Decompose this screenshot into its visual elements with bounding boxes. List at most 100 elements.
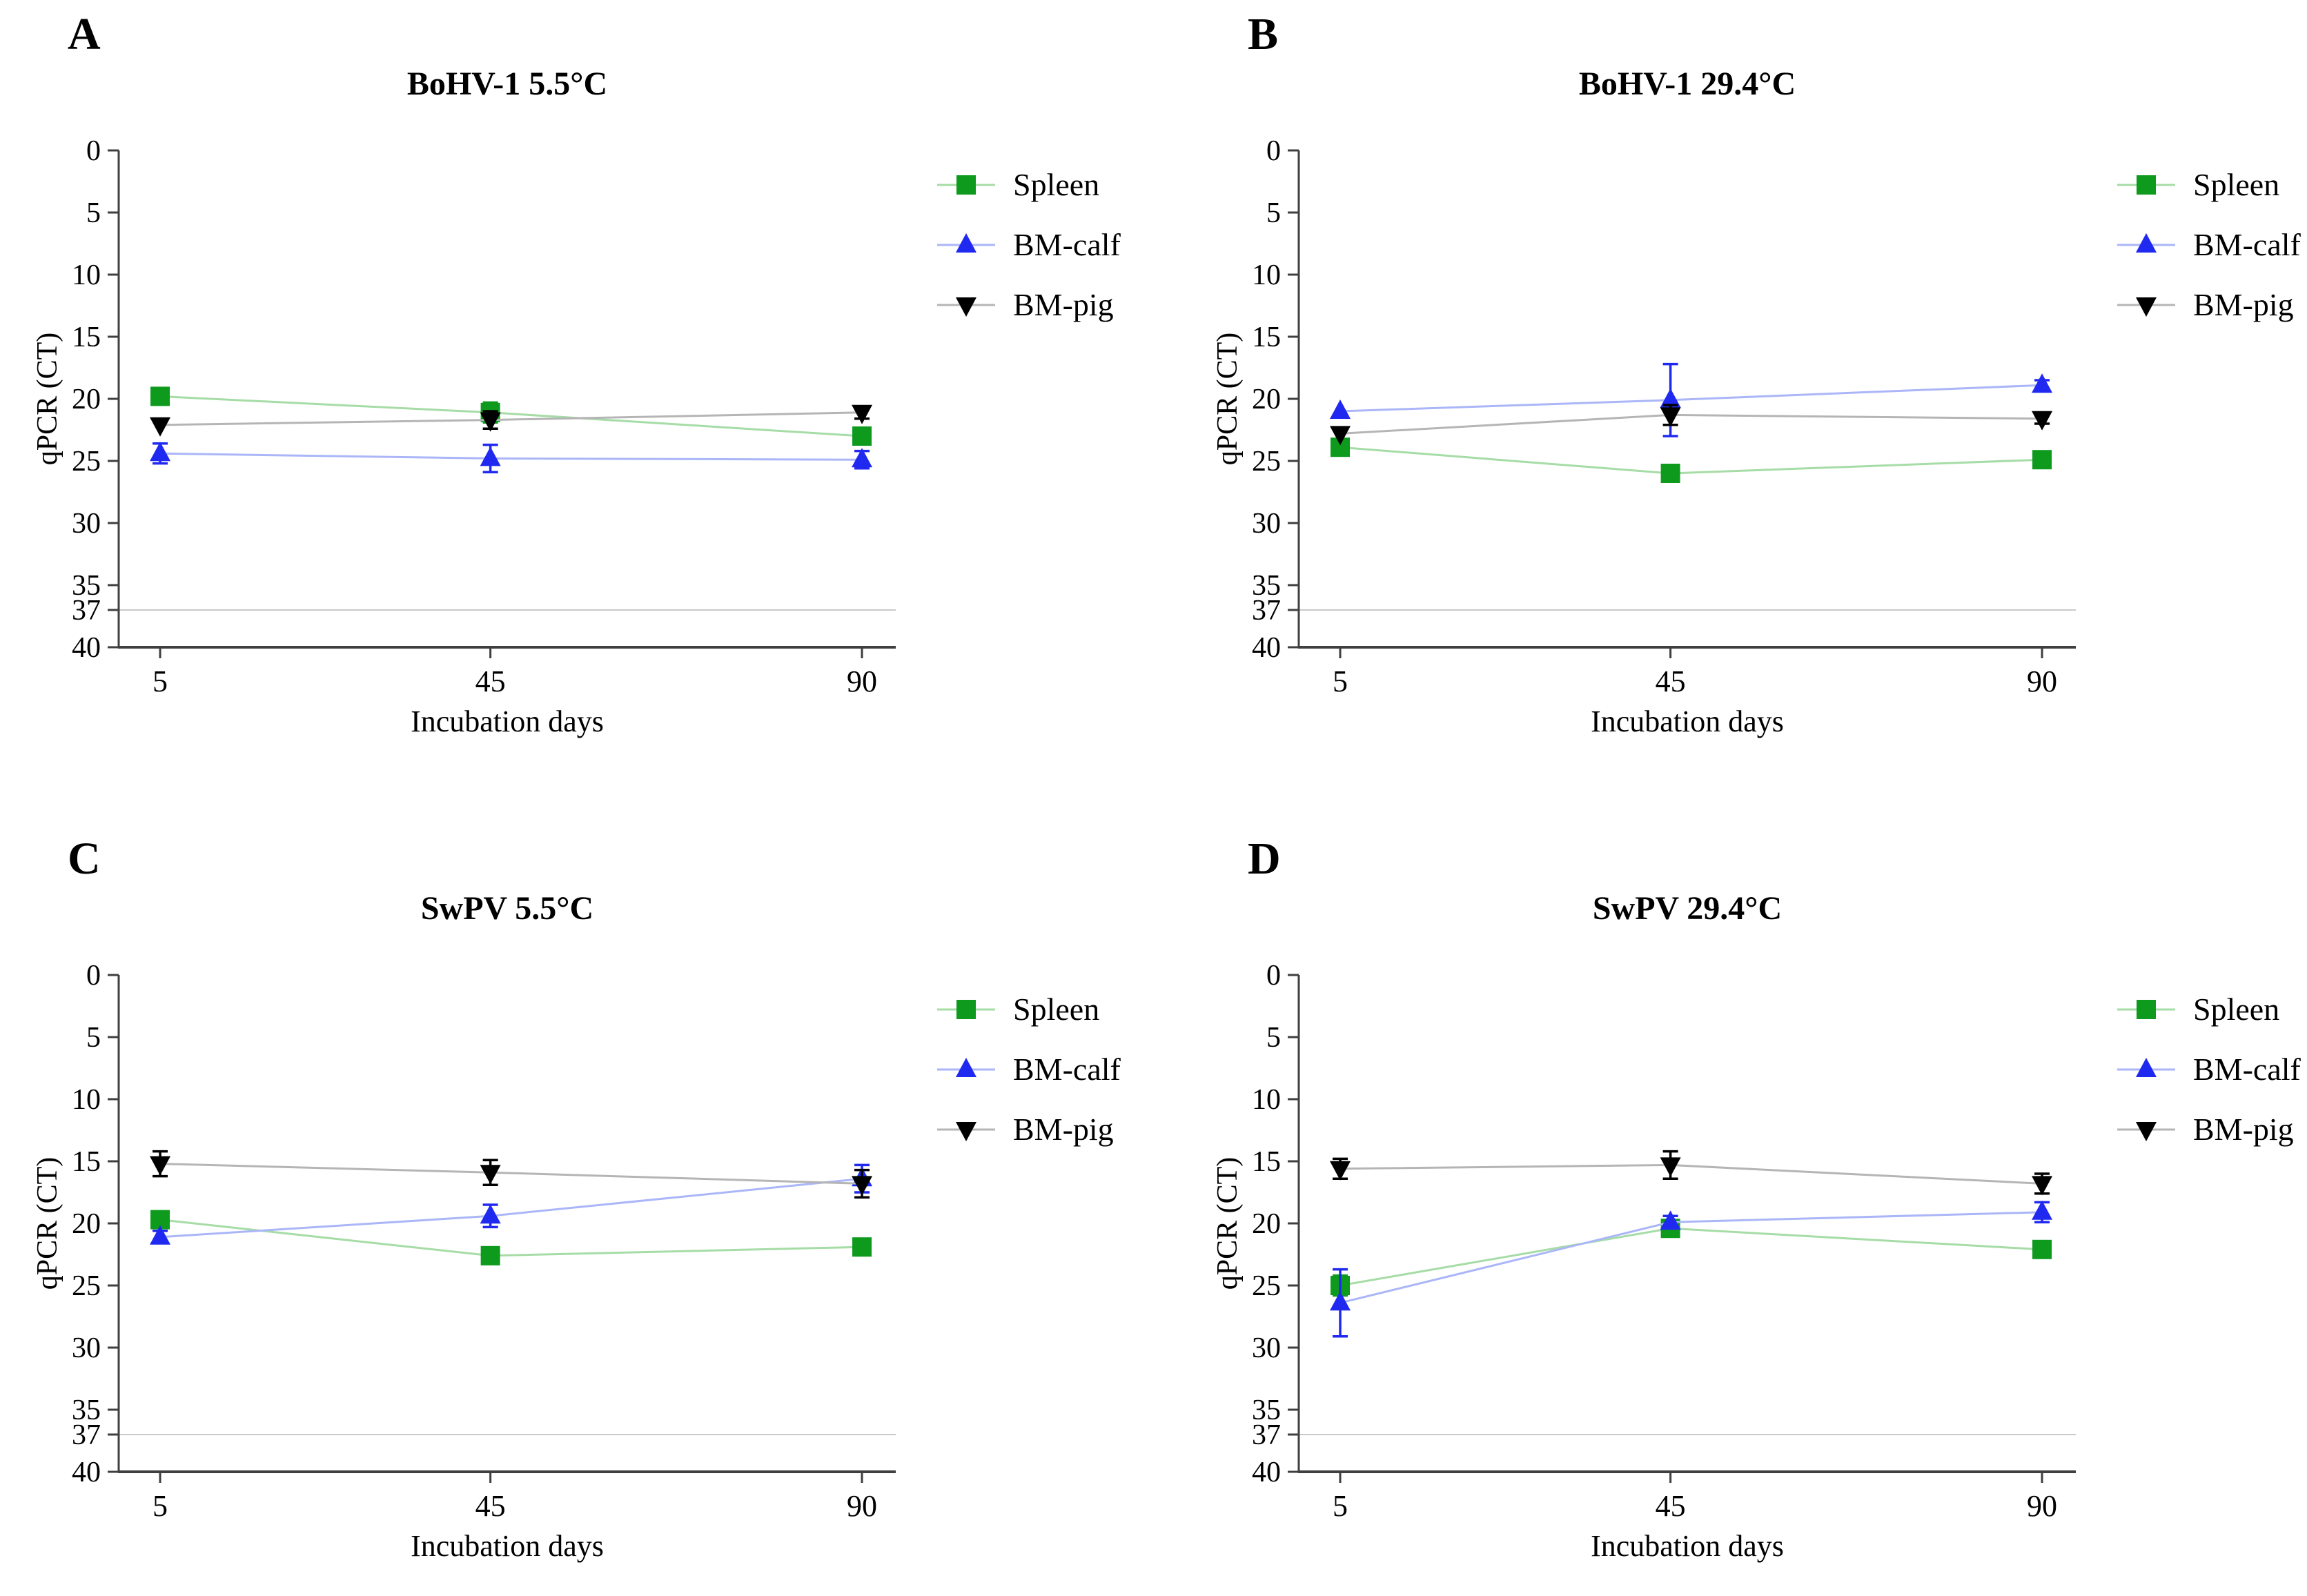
x-tick-label: 5 <box>153 1489 168 1523</box>
x-tick-label: 90 <box>847 664 877 698</box>
x-tick-label: 45 <box>475 1489 506 1523</box>
y-tick-label: 10 <box>1252 1084 1281 1116</box>
square-icon <box>2137 1000 2156 1019</box>
legend-label: BM-pig <box>1013 287 1114 322</box>
y-axis-label: qPCR (CT) <box>32 1157 63 1290</box>
y-axis-label: qPCR (CT) <box>1212 333 1244 466</box>
triangle-up-marker <box>1660 388 1681 408</box>
triangle-down-marker <box>2032 411 2053 431</box>
panel-letter-c: C <box>68 834 101 884</box>
y-tick-label: 20 <box>72 1208 101 1240</box>
triangle-down-marker <box>852 404 873 424</box>
triangle-up-marker <box>1330 400 1351 419</box>
triangle-down-marker <box>480 1165 501 1185</box>
legend-label: BM-calf <box>1013 227 1121 262</box>
y-tick-label: 25 <box>72 446 101 477</box>
triangle-up-marker <box>150 1225 171 1245</box>
legend-item-bm-pig: BM-pig <box>937 287 1114 322</box>
series-line <box>160 452 863 461</box>
y-tick-label: 25 <box>72 1270 101 1302</box>
x-tick-label: 5 <box>1333 664 1348 698</box>
series-line <box>159 1177 863 1239</box>
legend-item-bm-pig: BM-pig <box>2117 287 2294 322</box>
y-tick-label: 10 <box>72 1084 101 1116</box>
y-tick-label: 0 <box>86 960 101 992</box>
x-tick-label: 45 <box>475 664 506 698</box>
y-tick-label: 35 <box>72 1395 101 1426</box>
panel-d: D SwPV 29.4°C 0 5 10 15 20 25 30 35 37 40 5 45 90 Inc… <box>1208 831 2307 1596</box>
triangle-down-marker <box>2032 1176 2053 1196</box>
triangle-down-icon <box>2136 1122 2157 1141</box>
legend-item-bm-pig: BM-pig <box>937 1112 1114 1147</box>
square-marker <box>2032 450 2052 470</box>
panel-title-a: BoHV-1 5.5°C <box>406 66 608 102</box>
legend-label: BM-calf <box>2193 227 2301 262</box>
square-marker <box>2032 1239 2052 1259</box>
y-tick-label: 15 <box>1252 1146 1281 1178</box>
triangle-down-icon <box>2136 297 2157 317</box>
series-spleen <box>1331 1219 2052 1297</box>
y-tick-label: 35 <box>72 570 101 602</box>
triangle-up-marker <box>1330 1291 1351 1311</box>
series-spleen <box>1331 437 2052 483</box>
y-tick-label: 30 <box>72 1332 101 1364</box>
y-tick-label: 37 <box>72 595 101 627</box>
square-icon <box>956 175 976 195</box>
y-tick-label: 35 <box>1252 1395 1281 1426</box>
legend-item-bm-calf: BM-calf <box>2117 227 2301 262</box>
y-tick-label: 0 <box>1266 960 1281 992</box>
y-tick-label: 30 <box>72 508 101 540</box>
panel-title-d: SwPV 29.4°C <box>1592 890 1783 927</box>
triangle-down-marker <box>480 412 501 432</box>
x-axis-label: Incubation days <box>1591 1529 1784 1563</box>
panel-b: B BoHV-1 29.4°C 0 5 10 15 20 25 30 35 37 40 5 45 90 I… <box>1208 7 2307 771</box>
panel-c: C SwPV 5.5°C 0 5 10 15 20 25 30 35 37 40 5 45 90 Incu… <box>28 831 1132 1596</box>
y-tick-label: 5 <box>86 1022 101 1054</box>
x-tick-label: 90 <box>847 1489 877 1523</box>
panel-letter-a: A <box>68 9 101 59</box>
y-axis-label: qPCR (CT) <box>32 333 63 466</box>
legend-label: Spleen <box>2193 992 2279 1027</box>
panel-letter-b: B <box>1248 9 1279 59</box>
triangle-down-marker <box>1660 407 1681 427</box>
panel-title-b: BoHV-1 29.4°C <box>1578 66 1796 102</box>
series-bm-pig <box>150 404 873 437</box>
series-bm-calf <box>150 442 873 473</box>
y-tick-label: 25 <box>1252 1270 1281 1302</box>
series-line <box>1339 413 2043 435</box>
legend-label: Spleen <box>1013 167 1099 202</box>
square-marker <box>852 426 872 446</box>
legend-label: Spleen <box>2193 167 2279 202</box>
legend-item-spleen: Spleen <box>937 167 1099 202</box>
y-tick-label: 40 <box>1252 632 1281 664</box>
square-marker <box>480 1245 500 1265</box>
y-tick-label: 10 <box>72 259 101 291</box>
square-marker <box>150 386 170 406</box>
series-spleen <box>150 1210 872 1265</box>
x-tick-label: 5 <box>153 664 168 698</box>
square-icon <box>956 1000 976 1019</box>
y-tick-label: 37 <box>72 1419 101 1451</box>
triangle-up-marker <box>150 442 171 462</box>
legend-item-bm-pig: BM-pig <box>2117 1112 2294 1147</box>
panel-a: A BoHV-1 5.5°C 0 5 10 15 20 25 30 35 37 40 5 45 90 In… <box>28 7 1132 771</box>
triangle-up-marker <box>2032 1200 2053 1220</box>
legend-item-spleen: Spleen <box>937 992 1099 1027</box>
series-bm-calf <box>150 1163 873 1245</box>
triangle-down-icon <box>956 297 976 317</box>
triangle-down-icon <box>956 1122 976 1141</box>
series-spleen <box>150 386 872 446</box>
x-tick-label: 90 <box>2027 664 2057 698</box>
y-tick-label: 5 <box>1266 1022 1281 1054</box>
triangle-down-marker <box>150 1156 171 1176</box>
y-tick-label: 37 <box>1252 595 1281 627</box>
series-line <box>159 1219 863 1257</box>
y-tick-label: 15 <box>72 1146 101 1178</box>
triangle-up-icon <box>956 233 976 253</box>
triangle-up-marker <box>480 446 501 466</box>
x-tick-label: 90 <box>2027 1489 2057 1523</box>
